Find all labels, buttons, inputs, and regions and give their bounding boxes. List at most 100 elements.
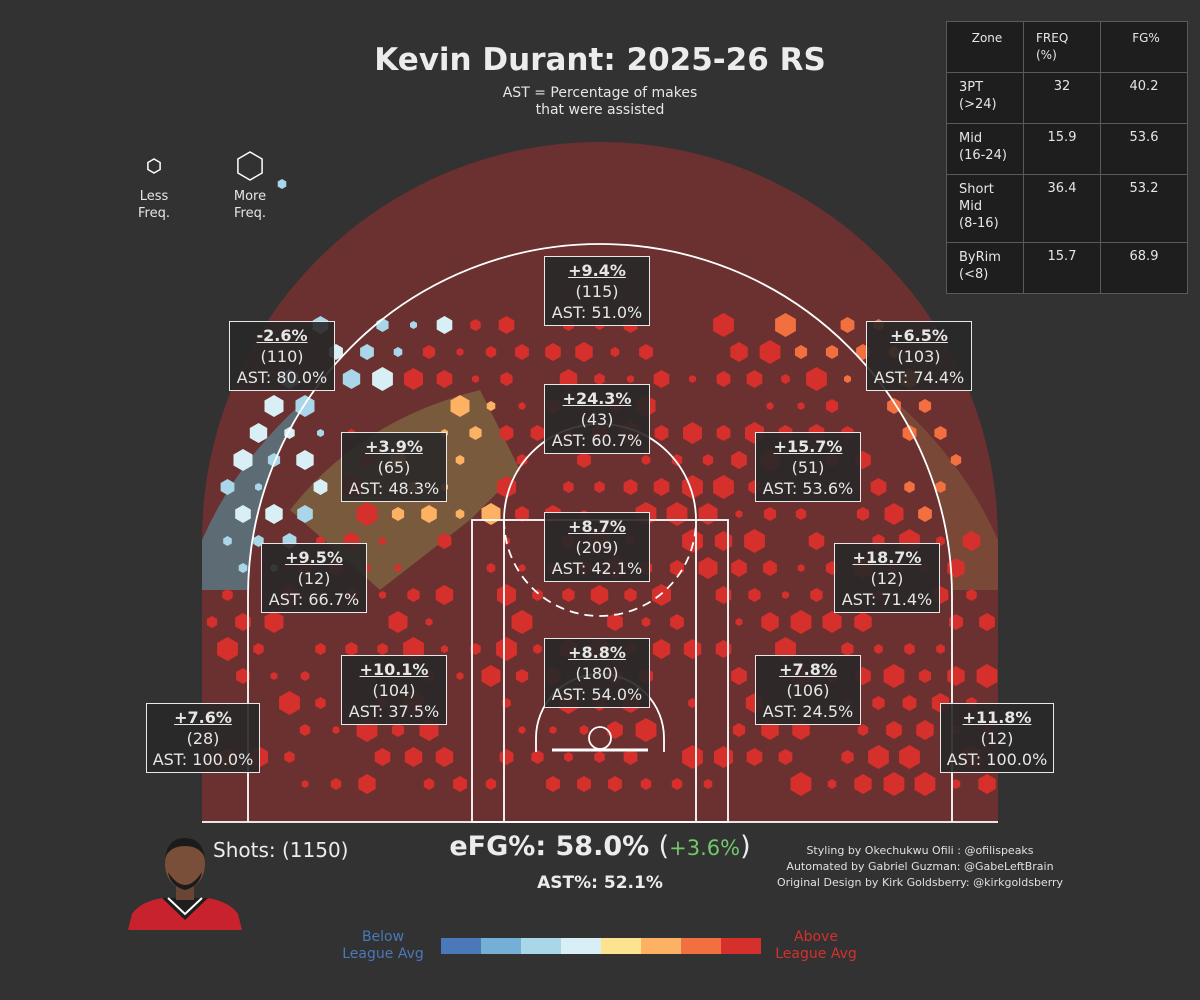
shot-hex bbox=[918, 506, 932, 522]
zone-shots: (106) bbox=[786, 681, 830, 700]
zone-box-mid-left-wing: +3.9% (65) AST: 48.3% bbox=[341, 432, 447, 502]
shot-hex bbox=[652, 584, 671, 606]
efg-summary: eFG%: 58.0% (+3.6%) bbox=[449, 831, 751, 862]
zone-diff: +6.5% bbox=[890, 326, 948, 345]
shot-hex bbox=[515, 669, 529, 683]
shot-hex bbox=[976, 664, 998, 688]
shot-hex bbox=[235, 613, 251, 631]
shot-hex bbox=[435, 585, 454, 605]
zone-diff: +9.4% bbox=[568, 261, 626, 280]
shot-hex bbox=[265, 504, 283, 524]
shot-hex bbox=[641, 455, 651, 465]
shot-hex bbox=[854, 774, 872, 794]
shot-hex bbox=[515, 344, 529, 360]
zone-shots: (65) bbox=[377, 458, 411, 477]
shot-hex bbox=[904, 643, 915, 655]
zone-box-short-mid-right: +7.8% (106) AST: 24.5% bbox=[755, 655, 861, 725]
shot-hex bbox=[857, 724, 869, 736]
shot-hex bbox=[450, 395, 470, 417]
table-header-fg: FG% bbox=[1100, 21, 1188, 73]
shot-hex bbox=[425, 618, 433, 626]
shot-hex bbox=[797, 402, 805, 410]
shot-hex bbox=[391, 723, 405, 737]
colorbar bbox=[441, 938, 761, 954]
shot-hex bbox=[868, 745, 889, 769]
shot-hex bbox=[607, 613, 623, 631]
zone-diff: +7.6% bbox=[174, 708, 232, 727]
shot-hex bbox=[979, 613, 995, 631]
shot-hex bbox=[778, 749, 793, 765]
shot-hex bbox=[935, 481, 946, 493]
shot-hex bbox=[872, 696, 885, 710]
shot-hex bbox=[731, 559, 747, 577]
shot-hex bbox=[916, 720, 934, 740]
zone-box-above-break-3-top: +9.4% (115) AST: 51.0% bbox=[544, 256, 650, 326]
shot-hex bbox=[486, 401, 496, 411]
shot-hex bbox=[332, 726, 340, 734]
shot-hex bbox=[883, 664, 905, 688]
colorbar-swatch bbox=[721, 938, 761, 954]
zone-diff: +18.7% bbox=[852, 548, 922, 567]
shot-hex bbox=[654, 425, 669, 441]
shot-hex bbox=[856, 507, 870, 521]
zone-box-short-mid-left: +10.1% (104) AST: 37.5% bbox=[341, 655, 447, 725]
shot-hex bbox=[746, 748, 763, 766]
shot-hex bbox=[410, 321, 417, 329]
shot-hex bbox=[249, 423, 268, 443]
shot-hex bbox=[313, 479, 328, 495]
shot-hex bbox=[407, 588, 420, 602]
shot-hex bbox=[485, 346, 497, 358]
efg-delta: +3.6% bbox=[669, 836, 741, 860]
shot-hex bbox=[284, 751, 295, 763]
shot-hex bbox=[652, 639, 671, 659]
zone-diff: +15.7% bbox=[773, 437, 843, 456]
colorbar-swatch bbox=[601, 938, 641, 954]
table-row: Mid (16-24) 15.9 53.6 bbox=[946, 123, 1188, 175]
shot-hex bbox=[255, 483, 262, 491]
shot-hex bbox=[220, 479, 235, 495]
shot-hex bbox=[841, 750, 854, 764]
shot-hex bbox=[511, 610, 533, 634]
shot-hex bbox=[330, 778, 342, 790]
zone-diff: +9.5% bbox=[285, 548, 343, 567]
shot-hex bbox=[279, 691, 300, 715]
shot-hex bbox=[731, 667, 747, 685]
zone-ast: AST: 71.4% bbox=[841, 590, 933, 609]
shot-hex bbox=[299, 724, 311, 736]
zone-box-restricted-area: +8.8% (180) AST: 54.0% bbox=[544, 638, 650, 708]
zone-summary-table: Zone FREQ (%) FG% 3PT (>24) 32 40.2 Mid … bbox=[946, 21, 1188, 294]
shot-hex bbox=[270, 672, 278, 680]
zone-diff: +11.8% bbox=[962, 708, 1032, 727]
three-point-arc bbox=[247, 243, 953, 597]
shot-hex bbox=[217, 637, 238, 661]
shot-hex bbox=[795, 508, 807, 520]
shot-hex bbox=[702, 454, 714, 466]
credit-original-design: Original Design by Kirk Goldsberry: @kir… bbox=[776, 876, 1064, 889]
player-headshot bbox=[128, 838, 242, 930]
ast-summary: AST%: 52.1% bbox=[537, 873, 663, 893]
shot-hex bbox=[594, 373, 605, 385]
zone-ast: AST: 42.1% bbox=[551, 559, 643, 578]
shot-hex bbox=[264, 395, 284, 417]
zone-ast: AST: 51.0% bbox=[551, 303, 643, 322]
shot-hex bbox=[300, 671, 310, 681]
shot-hex bbox=[794, 345, 808, 359]
colorbar-above-label: Above League Avg bbox=[775, 929, 857, 962]
zone-ast: AST: 54.0% bbox=[551, 685, 643, 704]
zone-box-above-break-3-left: -2.6% (110) AST: 80.0% bbox=[229, 321, 335, 391]
shot-hex bbox=[822, 611, 842, 633]
shot-hex bbox=[918, 669, 932, 683]
shot-hex bbox=[670, 614, 684, 630]
shot-hex bbox=[315, 697, 326, 709]
shot-hex bbox=[518, 402, 526, 410]
shot-hex bbox=[472, 375, 479, 383]
zone-ast: AST: 66.7% bbox=[268, 590, 360, 609]
zone-shots: (104) bbox=[372, 681, 416, 700]
shot-hex bbox=[775, 313, 796, 337]
size-legend bbox=[147, 151, 287, 189]
zone-shots: (12) bbox=[297, 569, 331, 588]
shot-hex bbox=[640, 778, 652, 790]
shot-hex bbox=[532, 589, 543, 601]
shot-hex bbox=[653, 370, 670, 388]
shot-hex bbox=[671, 454, 683, 466]
